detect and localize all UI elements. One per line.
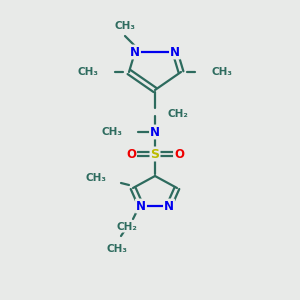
Text: CH₂: CH₂ [117, 222, 137, 232]
Text: O: O [126, 148, 136, 160]
Text: CH₃: CH₃ [106, 244, 128, 254]
Text: CH₃: CH₃ [211, 67, 232, 77]
Text: CH₂: CH₂ [167, 109, 188, 119]
Text: N: N [130, 46, 140, 59]
Text: CH₃: CH₃ [101, 127, 122, 137]
Text: CH₃: CH₃ [115, 21, 136, 31]
Text: CH₃: CH₃ [86, 173, 107, 183]
Text: CH₃: CH₃ [78, 67, 99, 77]
Text: N: N [164, 200, 174, 212]
Text: N: N [170, 46, 180, 59]
Text: N: N [136, 200, 146, 212]
Text: N: N [150, 125, 160, 139]
Text: O: O [174, 148, 184, 160]
Text: S: S [151, 148, 160, 160]
